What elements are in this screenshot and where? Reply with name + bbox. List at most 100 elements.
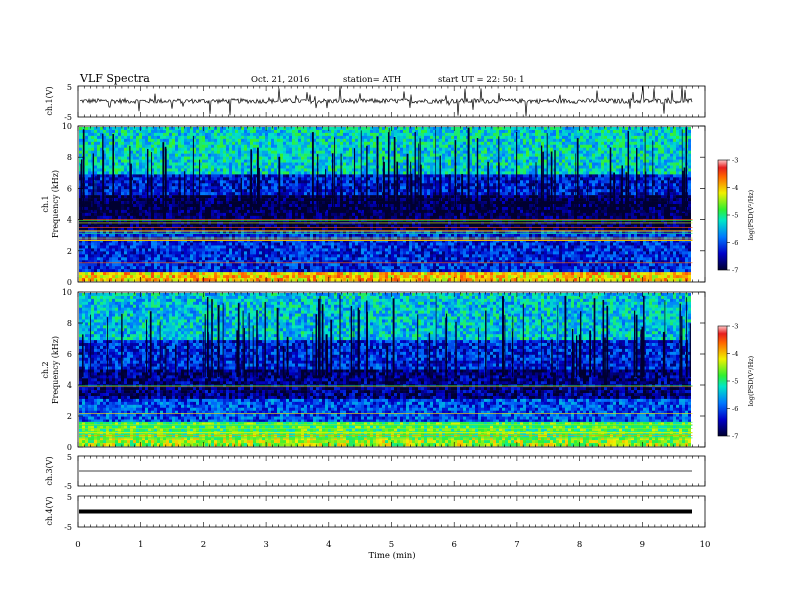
spectrogram-cell: [616, 136, 619, 139]
spectrogram-cell: [499, 139, 502, 142]
spectrogram-cell: [79, 127, 82, 130]
spectrogram-cell: [274, 151, 277, 154]
spectrogram-cell: [154, 157, 157, 160]
spectrogram-cell: [121, 133, 124, 136]
spectrogram-cell: [109, 133, 112, 136]
spectrogram-cell: [667, 133, 670, 136]
spectrogram-cell: [121, 148, 124, 151]
spectrogram-cell: [607, 133, 610, 136]
spectrogram-cell: [289, 133, 292, 136]
spectrogram-cell: [277, 151, 280, 154]
spectrogram-cell: [238, 160, 241, 163]
spectrogram-cell: [670, 192, 673, 195]
spectrogram-cell: [172, 139, 175, 142]
spectrogram-cell: [556, 171, 559, 174]
spectrogram-cell: [370, 166, 373, 169]
spectrogram-cell: [679, 160, 682, 163]
spectrogram-cell: [322, 180, 325, 183]
spectrogram-cell: [385, 148, 388, 151]
spectrogram-cell: [337, 177, 340, 180]
spectrogram-cell: [601, 195, 604, 198]
spectrogram-cell: [286, 163, 289, 166]
spectrogram-cell: [133, 142, 136, 145]
spectrogram-cell: [304, 127, 307, 130]
spectrogram-cell: [328, 130, 331, 133]
spectrogram-cell: [439, 148, 442, 151]
spectrogram-cell: [244, 163, 247, 166]
spectrogram-cell: [634, 130, 637, 133]
spectrogram-cell: [193, 133, 196, 136]
spectrogram-cell: [586, 168, 589, 171]
spectrogram-cell: [295, 166, 298, 169]
spectrogram-cell: [568, 157, 571, 160]
spectrogram-cell: [583, 192, 586, 195]
spectrogram-cell: [223, 142, 226, 145]
spectrogram-cell: [478, 192, 481, 195]
spectrogram-cell: [124, 139, 127, 142]
spectrogram-cell: [511, 145, 514, 148]
spectrogram-cell: [511, 189, 514, 192]
spectrogram-cell: [340, 151, 343, 154]
spectrogram-cell: [622, 148, 625, 151]
spectrogram-cell: [556, 130, 559, 133]
spectrogram-cell: [211, 180, 214, 183]
spectrogram-cell: [121, 163, 124, 166]
spectrogram-cell: [142, 160, 145, 163]
spectrogram-cell: [217, 166, 220, 169]
spectrogram-cell: [340, 136, 343, 139]
spectrogram-cell: [523, 186, 526, 189]
spectrogram-cell: [436, 189, 439, 192]
spectrogram-cell: [97, 189, 100, 192]
spectrogram-cell: [136, 189, 139, 192]
spectrogram-cell: [208, 130, 211, 133]
spectrogram-cell: [289, 145, 292, 148]
spectrogram-cell: [169, 186, 172, 189]
spectrogram-cell: [262, 174, 265, 177]
spectrogram-cell: [544, 166, 547, 169]
spectrogram-cell: [337, 166, 340, 169]
spectrogram-cell: [115, 189, 118, 192]
spectrogram-cell: [544, 177, 547, 180]
spectrogram-cell: [403, 166, 406, 169]
spectrogram-cell: [490, 127, 493, 130]
spectrogram-cell: [391, 189, 394, 192]
spectrogram-cell: [175, 189, 178, 192]
spectrogram-cell: [412, 177, 415, 180]
spectrogram-cell: [304, 192, 307, 195]
spectrogram-cell: [424, 171, 427, 174]
spectrogram-cell: [328, 157, 331, 160]
spectrogram-cell: [349, 148, 352, 151]
spectrogram-cell: [304, 189, 307, 192]
spectrogram-cell: [457, 139, 460, 142]
spectrogram-cell: [490, 145, 493, 148]
spectrogram-cell: [217, 133, 220, 136]
spectrogram-cell: [604, 139, 607, 142]
spectrogram-cell: [616, 151, 619, 154]
spectrogram-cell: [157, 130, 160, 133]
spectrogram-cell: [589, 174, 592, 177]
spectrogram-cell: [286, 142, 289, 145]
spectrogram-cell: [163, 133, 166, 136]
spectrogram-cell: [178, 163, 181, 166]
spectrogram-cell: [226, 166, 229, 169]
spectrogram-cell: [259, 133, 262, 136]
spectrogram-cell: [448, 166, 451, 169]
spectrogram-cell: [211, 189, 214, 192]
spectrogram-cell: [520, 192, 523, 195]
spectrogram-cell: [601, 127, 604, 130]
spectrogram-cell: [598, 183, 601, 186]
spectrogram-cell: [508, 139, 511, 142]
spectrogram-cell: [175, 151, 178, 154]
spectrogram-cell: [268, 192, 271, 195]
spectrogram-cell: [94, 145, 97, 148]
spectrogram-cell: [661, 163, 664, 166]
spectrogram-cell: [655, 168, 658, 171]
spectrogram-cell: [139, 148, 142, 151]
spectrogram-cell: [664, 192, 667, 195]
spectrogram-cell: [136, 163, 139, 166]
spectrogram-cell: [583, 157, 586, 160]
spectrogram-cell: [556, 183, 559, 186]
spectrogram-cell: [520, 142, 523, 145]
spectrogram-cell: [172, 171, 175, 174]
spectrogram-cell: [145, 130, 148, 133]
